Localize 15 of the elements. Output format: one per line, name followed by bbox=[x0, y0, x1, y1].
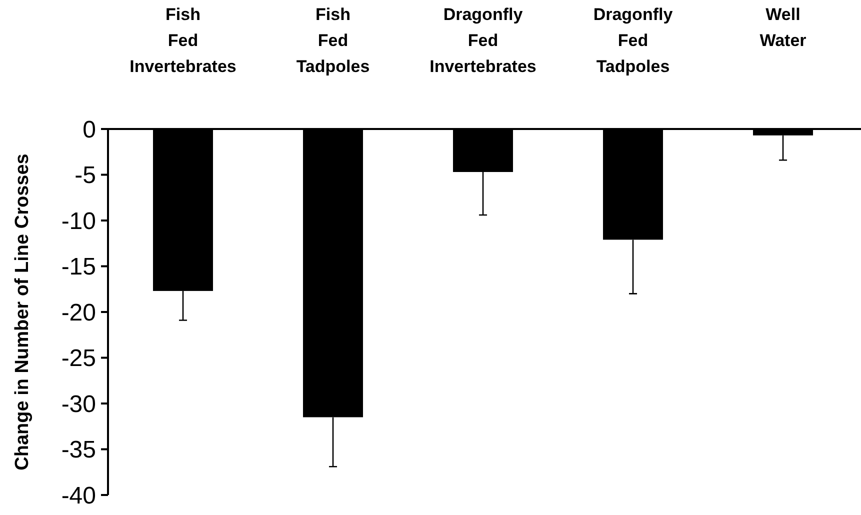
y-tick-label: 0 bbox=[82, 116, 96, 144]
x-tick-label: Fish Fed Tadpoles bbox=[296, 5, 370, 76]
y-tick-label: -5 bbox=[74, 162, 96, 190]
y-axis-title: Change in Number of Line Crosses bbox=[12, 154, 33, 470]
x-tick-label: Dragonfly Fed Tadpoles bbox=[593, 5, 674, 76]
y-tick-label: -35 bbox=[61, 436, 96, 464]
y-tick-label: -25 bbox=[61, 345, 96, 372]
y-tick-label: -30 bbox=[61, 390, 96, 418]
y-tick-label: -20 bbox=[61, 299, 96, 326]
y-tick-label: -40 bbox=[61, 482, 96, 510]
x-tick-label: Dragonfly Fed Invertebrates bbox=[430, 5, 536, 76]
y-tick-label: -15 bbox=[61, 254, 96, 281]
x-tick-label: Fish Fed Invertebrates bbox=[130, 5, 236, 76]
x-tick-label: Well Water bbox=[760, 5, 807, 50]
y-tick-label: -10 bbox=[61, 208, 96, 235]
